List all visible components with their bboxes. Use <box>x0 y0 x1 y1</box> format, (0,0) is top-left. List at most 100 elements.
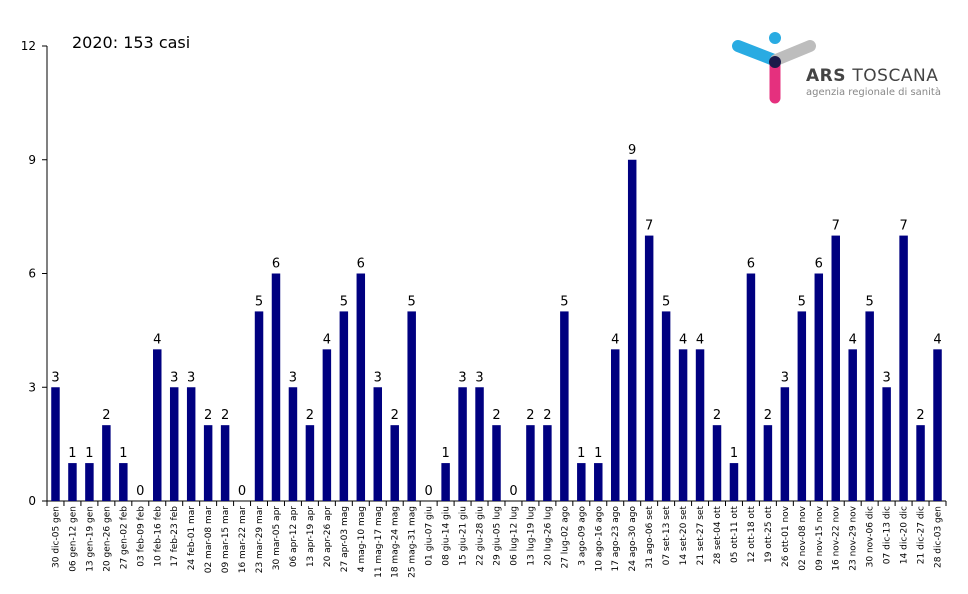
bar <box>390 425 399 501</box>
x-category-label: 16 nov-22 nov <box>832 505 842 570</box>
data-label: 2 <box>391 408 399 423</box>
data-label: 0 <box>238 484 246 499</box>
y-axis: 0 3 6 9 12 <box>21 39 48 508</box>
x-category-label: 25 mag-31 mag <box>408 506 418 578</box>
bar <box>220 425 230 501</box>
data-label: 6 <box>747 257 755 272</box>
data-label: 7 <box>645 219 653 234</box>
bar <box>322 349 332 501</box>
bar <box>288 387 298 501</box>
data-label: 3 <box>882 370 890 385</box>
bar <box>373 387 383 501</box>
bar <box>746 273 756 501</box>
x-category-label: 10 ago-16 ago <box>594 506 604 572</box>
x-category-label: 27 lug-02 ago <box>560 506 570 569</box>
x-category-label: 24 feb-01 mar <box>187 506 197 571</box>
x-category-label: 30 mar-05 apr <box>272 506 282 571</box>
x-category-label: 06 gen-12 gen <box>68 506 78 572</box>
data-label: 3 <box>458 370 466 385</box>
x-category-label: 17 ago-23 ago <box>611 506 621 572</box>
data-label: 4 <box>323 332 331 347</box>
bar <box>441 463 450 501</box>
data-label: 0 <box>136 484 144 499</box>
bar <box>610 349 620 501</box>
x-category-label: 4 mag-10 mag <box>357 506 367 572</box>
bar <box>933 349 942 501</box>
x-category-label: 09 mar-15 mar <box>221 506 231 574</box>
bar <box>526 425 535 501</box>
data-label: 4 <box>611 332 619 347</box>
data-label: 1 <box>85 446 93 461</box>
x-category-label: 13 lug-19 lug <box>526 506 536 566</box>
bar <box>68 463 77 501</box>
bar <box>763 425 773 501</box>
bar <box>882 387 891 501</box>
x-category-label: 13 apr-19 apr <box>306 506 316 567</box>
x-category-label: 12 ott-18 ott <box>747 506 757 563</box>
logo-subtitle: agenzia regionale di sanità <box>806 87 941 98</box>
x-category-label: 21 dic-27 dic <box>917 506 927 564</box>
bar <box>407 311 416 501</box>
data-label: 2 <box>102 408 110 423</box>
bar <box>797 311 807 501</box>
x-category-label: 06 lug-12 lug <box>509 506 519 566</box>
bar <box>153 349 162 501</box>
bar <box>169 387 179 501</box>
x-category-label: 20 apr-26 apr <box>323 506 333 567</box>
x-category-label: 06 apr-12 apr <box>289 506 299 567</box>
data-label: 6 <box>272 257 280 272</box>
x-category-label: 28 dic-03 gen <box>934 506 944 568</box>
x-category-label: 28 set-04 ott <box>713 506 723 565</box>
x-category-label: 27 gen-02 feb <box>119 506 129 570</box>
bar <box>678 349 688 501</box>
y-tick-label: 3 <box>28 380 36 394</box>
bar <box>51 387 60 501</box>
data-label: 7 <box>832 219 840 234</box>
bar <box>865 311 874 501</box>
data-label: 2 <box>916 408 924 423</box>
x-axis: 30 dic-05 gen 06 gen-12 gen 13 gen-19 gen 2… <box>46 500 947 578</box>
data-label: 1 <box>119 446 127 461</box>
y-tick-label: 6 <box>28 267 36 281</box>
bar <box>543 425 552 501</box>
data-label: 1 <box>577 446 585 461</box>
data-label: 5 <box>340 294 348 309</box>
data-label: 1 <box>730 446 738 461</box>
bar <box>305 425 315 501</box>
x-category-label: 23 nov-29 nov <box>849 505 859 570</box>
data-label: 7 <box>899 219 907 234</box>
y-tick-label: 12 <box>21 39 36 53</box>
data-label: 4 <box>679 332 687 347</box>
bar <box>594 463 603 501</box>
x-category-label: 01 giu-07 giu <box>425 506 435 566</box>
bar <box>560 311 569 501</box>
data-label: 5 <box>798 294 806 309</box>
x-category-label: 02 mar-08 mar <box>204 506 214 574</box>
bar <box>475 387 484 501</box>
data-label: 3 <box>475 370 483 385</box>
data-label: 3 <box>374 370 382 385</box>
bar <box>458 387 467 501</box>
x-category-label: 30 dic-05 gen <box>51 506 61 568</box>
bar <box>899 235 908 502</box>
bar <box>85 463 94 501</box>
x-category-label: 08 giu-14 giu <box>442 506 452 566</box>
x-category-label: 18 mag-24 mag <box>391 506 401 578</box>
bar <box>916 425 925 501</box>
bar <box>119 463 128 501</box>
data-label: 5 <box>408 294 416 309</box>
x-category-label: 13 gen-19 gen <box>85 506 95 572</box>
y-tick-label: 9 <box>28 153 36 167</box>
bar <box>492 425 501 501</box>
x-category-label: 09 nov-15 nov <box>815 505 825 570</box>
data-label: 5 <box>255 294 263 309</box>
data-label: 1 <box>594 446 602 461</box>
data-label: 2 <box>204 408 212 423</box>
data-label: 6 <box>357 257 365 272</box>
bar <box>814 273 824 501</box>
data-label: 1 <box>68 446 76 461</box>
data-label: 2 <box>221 408 229 423</box>
data-label: 3 <box>187 370 195 385</box>
data-label: 2 <box>543 408 551 423</box>
bar <box>627 159 637 501</box>
